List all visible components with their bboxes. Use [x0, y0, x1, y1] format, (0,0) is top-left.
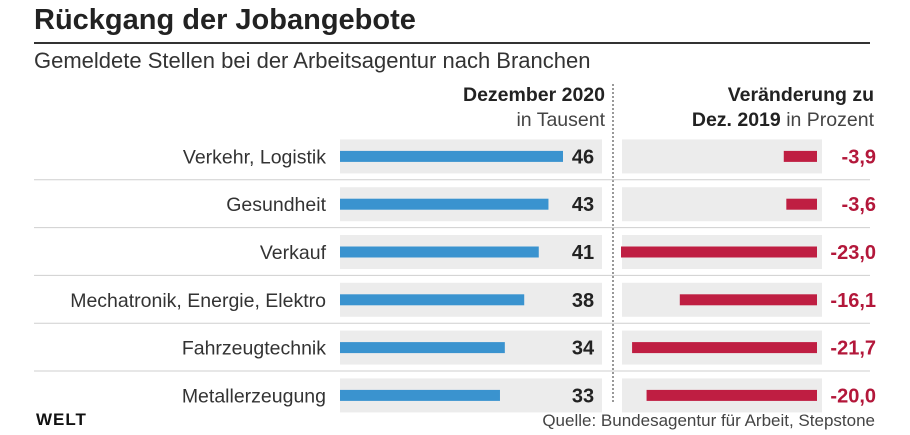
right-value-label: -20,0 [830, 385, 876, 407]
left-value-label: 46 [572, 146, 594, 168]
left-bar [340, 246, 539, 258]
right-value-label: -21,7 [830, 338, 876, 360]
column-divider [612, 84, 614, 402]
right-header-bold: Dez. 2019 [691, 109, 781, 131]
right-value-label: -3,9 [842, 146, 876, 168]
left-value-label: 41 [572, 242, 594, 264]
category-label: Mechatronik, Energie, Elektro [70, 290, 326, 312]
title-rule [34, 42, 870, 44]
welt-logo: WELT [36, 410, 87, 429]
left-value-label: 34 [572, 338, 595, 360]
left-column-header: Dezember 2020 in Tausent [400, 83, 605, 133]
category-label: Verkehr, Logistik [183, 146, 326, 168]
chart-subtitle: Gemeldete Stellen bei der Arbeitsagentur… [34, 48, 591, 73]
category-label: Gesundheit [226, 194, 326, 216]
chart-title: Rückgang der Jobangebote [34, 4, 416, 36]
category-label: Fahrzeugtechnik [182, 338, 326, 360]
right-column-header: Veränderung zu Dez. 2019 in Prozent [640, 83, 874, 133]
right-bar [786, 198, 817, 210]
left-bar [340, 294, 525, 306]
left-value-label: 33 [572, 385, 594, 407]
right-bar [646, 389, 817, 401]
category-label: Metallerzeugung [182, 385, 326, 407]
left-bar [340, 342, 505, 354]
category-label: Verkauf [260, 242, 327, 264]
right-value-label: -23,0 [830, 242, 876, 264]
left-value-label: 38 [572, 290, 594, 312]
left-bar [340, 150, 563, 162]
left-bar [340, 198, 549, 210]
left-header-unit: in Tausent [516, 109, 605, 131]
right-bar [679, 294, 817, 306]
right-bar [621, 246, 817, 258]
right-header-unit: in Prozent [786, 109, 874, 131]
left-value-label: 43 [572, 194, 594, 216]
right-value-label: -3,6 [842, 194, 876, 216]
source-note: Quelle: Bundesagentur für Arbeit, Stepst… [542, 411, 875, 430]
right-bar [783, 150, 817, 162]
right-bar [632, 342, 817, 354]
right-value-label: -16,1 [830, 290, 876, 312]
left-header-bold: Dezember 2020 [462, 84, 605, 106]
right-header-line1: Veränderung zu [727, 84, 874, 106]
left-bar [340, 389, 500, 401]
